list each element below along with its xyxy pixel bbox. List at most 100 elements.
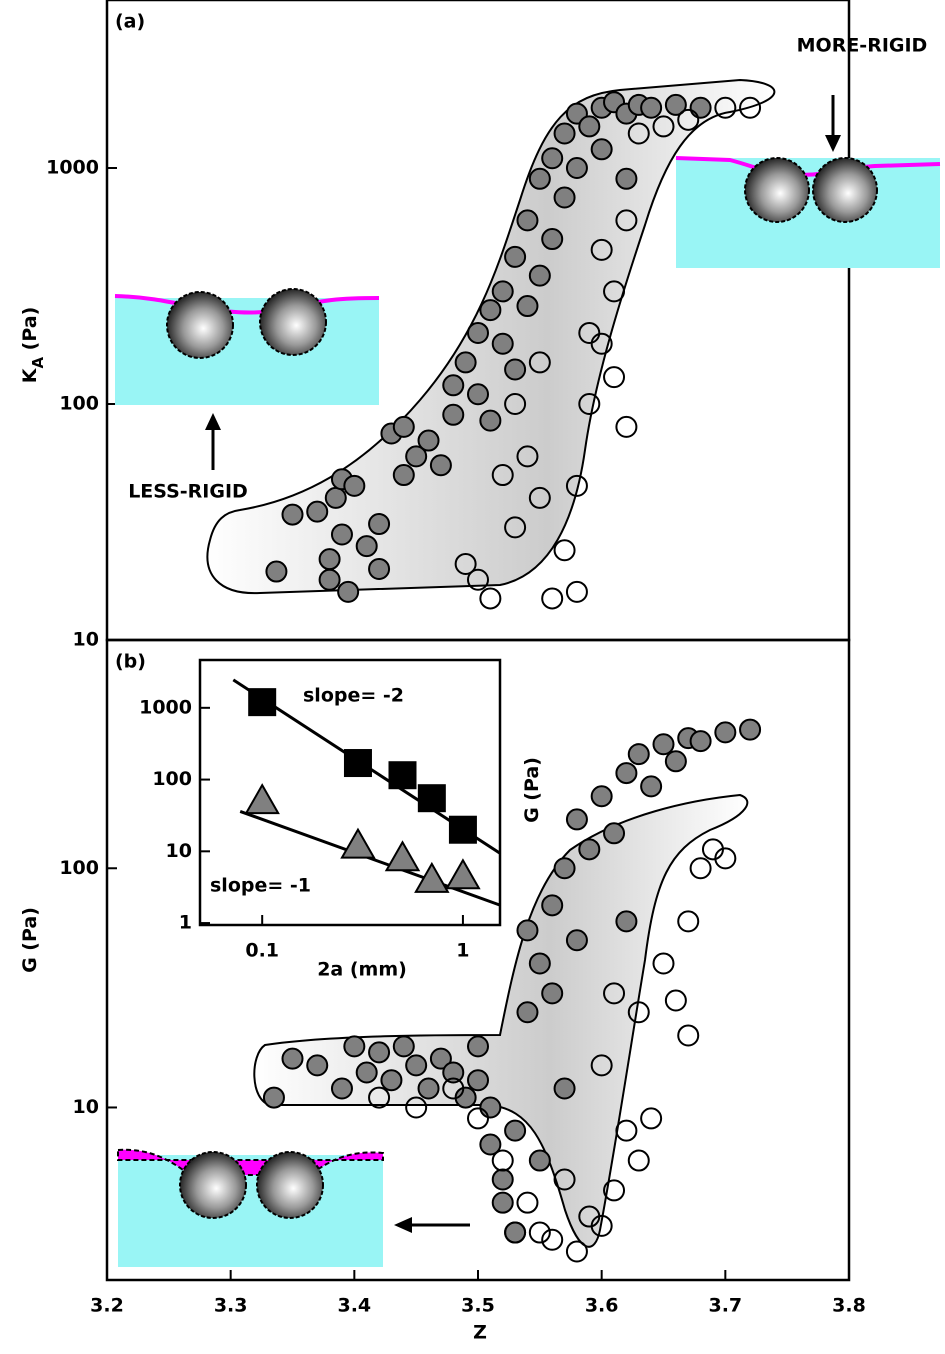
point bbox=[528, 486, 551, 509]
point bbox=[714, 96, 737, 119]
y-tick-label: 100 bbox=[59, 857, 99, 879]
point bbox=[590, 138, 613, 161]
point bbox=[380, 1069, 403, 1092]
point bbox=[528, 952, 551, 975]
point bbox=[318, 548, 341, 571]
point bbox=[448, 815, 477, 844]
point bbox=[739, 718, 762, 741]
x-tick-label: 0.1 bbox=[245, 940, 279, 962]
point bbox=[615, 910, 638, 933]
point bbox=[491, 1168, 514, 1191]
point bbox=[248, 688, 277, 717]
point bbox=[405, 445, 428, 468]
point bbox=[417, 784, 446, 813]
plots: 10 100 1000 KA (Pa) (a) MORE-RIGID LESS-RIGID 1… bbox=[19, 0, 928, 1344]
point bbox=[652, 952, 675, 975]
point bbox=[384, 840, 421, 872]
point bbox=[306, 500, 329, 523]
point bbox=[355, 1061, 378, 1084]
point bbox=[528, 1149, 551, 1172]
point bbox=[262, 1086, 285, 1109]
point bbox=[388, 761, 417, 790]
point bbox=[330, 523, 353, 546]
y-tick-label: 100 bbox=[59, 392, 99, 414]
point bbox=[337, 580, 360, 603]
point bbox=[343, 1035, 366, 1058]
y-axis-label-part: G (Pa) bbox=[521, 757, 543, 823]
point bbox=[516, 1191, 539, 1214]
point bbox=[479, 409, 502, 432]
y-tick-label: 10 bbox=[166, 840, 192, 862]
point bbox=[553, 539, 576, 562]
point bbox=[504, 1221, 527, 1244]
point bbox=[368, 557, 391, 580]
overlay: 1 10 100 1000 0.1 1 G (Pa) 2a (mm) slope= -2 slop… bbox=[139, 658, 543, 981]
point bbox=[528, 264, 551, 287]
y-axis-label-part: A bbox=[29, 357, 47, 369]
point bbox=[340, 827, 376, 859]
point bbox=[330, 1077, 353, 1100]
point bbox=[652, 733, 675, 756]
point bbox=[677, 910, 700, 933]
point bbox=[516, 1001, 539, 1024]
particle bbox=[744, 157, 810, 223]
point bbox=[553, 1077, 576, 1100]
point bbox=[479, 299, 502, 322]
point bbox=[491, 1191, 514, 1214]
point bbox=[615, 1119, 638, 1142]
x-tick-label: 3.7 bbox=[708, 1295, 742, 1317]
point bbox=[392, 1035, 415, 1058]
particle bbox=[812, 157, 878, 223]
point bbox=[590, 332, 613, 355]
point bbox=[417, 1077, 440, 1100]
point bbox=[504, 358, 527, 381]
x-axis-label: Z bbox=[473, 1322, 487, 1344]
point bbox=[565, 808, 588, 831]
point bbox=[306, 1054, 329, 1077]
point bbox=[541, 894, 564, 917]
point bbox=[677, 108, 700, 131]
point bbox=[640, 1107, 663, 1130]
point bbox=[414, 861, 450, 893]
point bbox=[504, 516, 527, 539]
point bbox=[244, 783, 280, 815]
point bbox=[590, 1054, 613, 1077]
arrow-head bbox=[205, 413, 221, 430]
point bbox=[541, 587, 564, 610]
point bbox=[392, 415, 415, 438]
point bbox=[467, 1069, 489, 1092]
point bbox=[615, 209, 638, 232]
x-tick-label: 1 bbox=[456, 940, 469, 962]
y-axis-label-part: K bbox=[19, 367, 41, 383]
point bbox=[541, 147, 564, 170]
point bbox=[405, 1054, 428, 1077]
arrow-head bbox=[825, 135, 841, 152]
point bbox=[590, 1214, 613, 1237]
x-axis-label: 2a (mm) bbox=[317, 959, 407, 981]
x-tick-label: 3.6 bbox=[585, 1295, 619, 1317]
point bbox=[454, 552, 477, 575]
point bbox=[553, 122, 576, 145]
point bbox=[516, 295, 539, 318]
annotation: MORE-RIGID bbox=[797, 35, 928, 57]
y-tick-label: 1000 bbox=[139, 696, 192, 718]
point bbox=[603, 822, 626, 845]
point bbox=[454, 351, 477, 374]
x-tick-label: 3.8 bbox=[832, 1295, 866, 1317]
point bbox=[318, 568, 341, 591]
cartoons bbox=[114, 95, 941, 1267]
x-tick-label: 3.4 bbox=[337, 1295, 371, 1317]
point bbox=[578, 115, 601, 138]
point bbox=[541, 228, 564, 251]
point bbox=[528, 167, 551, 190]
point bbox=[491, 332, 514, 355]
point bbox=[467, 321, 489, 344]
point bbox=[541, 1228, 564, 1251]
point bbox=[664, 750, 687, 773]
point bbox=[516, 445, 539, 468]
point bbox=[627, 122, 650, 145]
point bbox=[578, 838, 601, 861]
point bbox=[714, 847, 737, 870]
point bbox=[467, 1107, 489, 1130]
